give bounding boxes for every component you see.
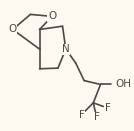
Text: OH: OH	[116, 80, 132, 89]
Text: O: O	[9, 24, 17, 34]
Text: F: F	[105, 103, 111, 113]
Text: F: F	[79, 110, 84, 120]
Text: F: F	[94, 112, 100, 122]
Text: N: N	[62, 44, 70, 54]
Text: O: O	[48, 11, 56, 21]
